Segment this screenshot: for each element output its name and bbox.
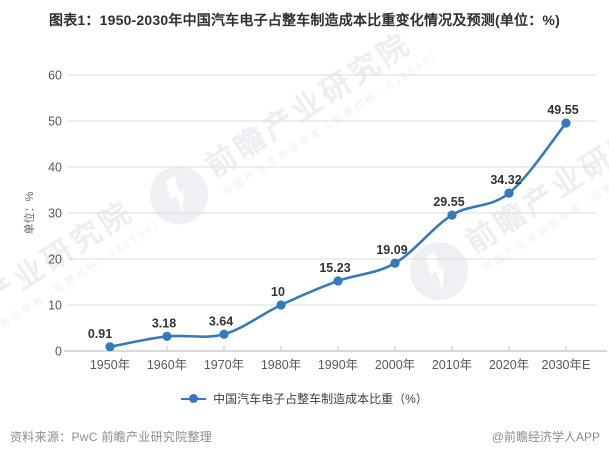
y-tick-label: 10 (48, 299, 62, 313)
y-tick-label: 60 (48, 69, 62, 83)
legend-label: 中国汽车电子占整车制造成本比重（%） (213, 392, 428, 406)
y-tick-label: 40 (48, 161, 62, 175)
x-tick-label: 2010年 (432, 358, 472, 372)
credit-text: @前瞻经济学人APP (491, 430, 600, 444)
x-tick-label: 1950年 (90, 358, 130, 372)
footer: 资料来源：PwC 前瞻产业研究院整理 @前瞻经济学人APP (10, 428, 600, 445)
data-label: 3.64 (209, 314, 233, 328)
data-label: 0.91 (88, 327, 112, 341)
data-point (447, 210, 457, 220)
data-label: 29.55 (433, 195, 464, 209)
y-axis-title: 单位：% (22, 191, 36, 234)
x-tick-label: 2000年 (375, 358, 415, 372)
x-tick-label: 2020年 (489, 358, 529, 372)
y-tick-label: 30 (48, 207, 62, 221)
data-point (561, 118, 571, 128)
data-point (105, 342, 115, 352)
data-label: 34.32 (490, 173, 521, 187)
data-point (219, 329, 229, 339)
data-line (109, 122, 568, 349)
y-tick-label: 0 (55, 345, 62, 359)
data-point (333, 276, 343, 286)
data-label: 3.18 (152, 316, 176, 330)
x-tick-label: 1980年 (261, 358, 301, 372)
y-tick-label: 20 (48, 253, 62, 267)
data-point (162, 331, 172, 341)
x-tick-label: 1990年 (318, 358, 358, 372)
x-tick-label: 1970年 (204, 358, 244, 372)
legend-line-dot-icon (181, 394, 207, 403)
x-tick-label: 1960年 (147, 358, 187, 372)
data-point (390, 258, 400, 268)
data-point (276, 300, 286, 310)
x-tick-label: 2030年E (542, 358, 591, 372)
data-source-text: 资料来源：PwC 前瞻产业研究院整理 (10, 430, 213, 444)
page-title: 图表1：1950-2030年中国汽车电子占整车制造成本比重变化情况及预测(单位：… (49, 12, 560, 28)
data-label: 19.09 (376, 243, 407, 257)
data-label: 10 (271, 285, 285, 299)
y-tick-label: 50 (48, 115, 62, 129)
data-label: 15.23 (319, 261, 350, 275)
data-point (504, 188, 514, 198)
data-label: 49.55 (547, 103, 578, 117)
legend: 中国汽车电子占整车制造成本比重（%） (0, 390, 609, 407)
